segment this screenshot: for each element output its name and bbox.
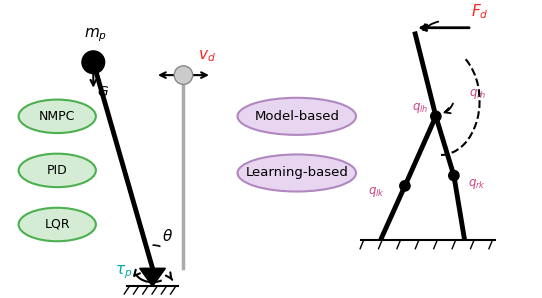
Text: $v_d$: $v_d$ [198,49,216,64]
Ellipse shape [18,100,96,133]
Text: $q_{lk}$: $q_{lk}$ [368,184,385,198]
Circle shape [431,111,441,122]
Ellipse shape [237,98,356,135]
Circle shape [449,170,459,181]
Polygon shape [140,268,165,286]
Ellipse shape [18,154,96,187]
Text: LQR: LQR [44,218,70,231]
Text: $m_p$: $m_p$ [85,27,107,44]
Text: $q_{rh}$: $q_{rh}$ [469,87,487,101]
Circle shape [174,66,193,84]
Text: $\tau_p$: $\tau_p$ [115,263,133,281]
Text: Model-based: Model-based [254,110,339,123]
Text: $q_{lh}$: $q_{lh}$ [412,101,428,115]
Text: $F_d$: $F_d$ [471,2,488,21]
Text: PID: PID [47,164,68,177]
Text: $q_{rk}$: $q_{rk}$ [468,177,486,191]
Circle shape [82,51,105,74]
Text: $\theta$: $\theta$ [163,229,173,244]
Ellipse shape [237,154,356,192]
Text: $G$: $G$ [98,86,109,100]
Text: Learning-based: Learning-based [246,167,348,179]
Ellipse shape [18,208,96,241]
Circle shape [400,181,410,191]
Text: NMPC: NMPC [39,110,75,123]
